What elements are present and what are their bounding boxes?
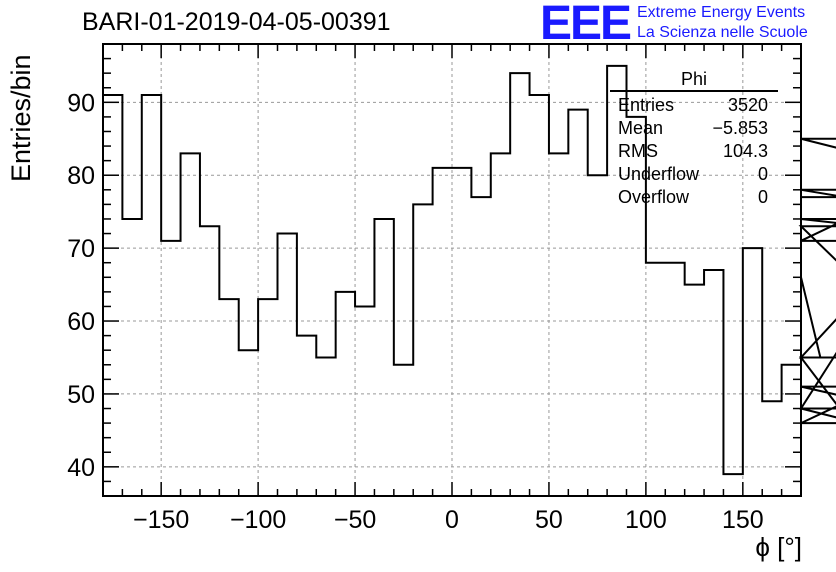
histogram-bin xyxy=(142,95,161,496)
histogram-bin xyxy=(297,336,316,496)
histogram-bin xyxy=(549,153,568,496)
histogram-bin xyxy=(394,365,413,496)
histogram-bin xyxy=(762,401,781,496)
histogram-bin xyxy=(471,197,490,496)
histogram-bin xyxy=(743,248,762,496)
y-axis-label-container: Entries/bin xyxy=(6,54,36,192)
stats-row-overflow: Overflow 0 xyxy=(610,186,778,209)
x-tick-label: −100 xyxy=(230,506,286,534)
histogram-bin xyxy=(200,226,219,496)
y-tick-label: 90 xyxy=(67,89,95,117)
stats-label: Overflow xyxy=(618,187,690,207)
histogram-bin xyxy=(316,357,335,496)
histogram-bin xyxy=(278,234,297,496)
histogram-bin xyxy=(413,204,432,496)
eee-logo: EEE xyxy=(540,0,632,50)
histogram-bin xyxy=(258,299,277,496)
histogram-bin xyxy=(646,263,665,496)
y-tick-label: 80 xyxy=(67,162,95,190)
logo-caption: Extreme Energy Events La Scienza nelle S… xyxy=(637,3,808,43)
histogram-bin xyxy=(219,299,238,496)
y-axis-label: Entries/bin xyxy=(6,54,36,182)
stats-value: 0 xyxy=(757,187,768,207)
stats-label: RMS xyxy=(618,141,658,161)
stats-value: 3520 xyxy=(727,95,768,115)
stats-row-mean: Mean −5.853 xyxy=(610,117,778,140)
histogram-bin xyxy=(723,474,742,496)
stats-row-underflow: Underflow 0 xyxy=(610,163,778,186)
stats-box: Phi Entries 3520 Mean −5.853 RMS 104.3 U… xyxy=(610,68,778,209)
histogram-bin xyxy=(239,350,258,496)
x-tick-label: −50 xyxy=(334,506,376,534)
x-tick-label: 0 xyxy=(445,506,459,534)
histogram-bin xyxy=(452,168,471,496)
x-tick-label: −150 xyxy=(133,506,189,534)
histogram-bin xyxy=(355,306,374,496)
histogram-bin xyxy=(568,110,587,496)
stats-value: 0 xyxy=(757,164,768,184)
x-tick-label: 150 xyxy=(722,506,764,534)
histogram-bin xyxy=(588,175,607,496)
stats-row-rms: RMS 104.3 xyxy=(610,140,778,163)
histogram-outline xyxy=(102,64,836,496)
chart-title: BARI-01-2019-04-05-00391 xyxy=(82,8,391,36)
histogram-bin xyxy=(782,365,801,496)
stats-label: Entries xyxy=(618,95,675,115)
histogram-bin xyxy=(181,153,200,496)
stats-label: Underflow xyxy=(618,164,700,184)
histogram-bin xyxy=(530,95,549,496)
stats-value: −5.853 xyxy=(712,118,768,138)
histogram-bin xyxy=(336,292,355,496)
logo-line-2: La Scienza nelle Scuole xyxy=(637,24,808,41)
stats-value: 104.3 xyxy=(722,141,768,161)
histogram-bin xyxy=(665,263,684,496)
histogram-bin xyxy=(433,168,452,496)
histogram-bin xyxy=(161,241,180,496)
y-tick-label: 40 xyxy=(67,454,95,482)
y-tick-label: 70 xyxy=(67,235,95,263)
histogram-bin xyxy=(704,270,723,496)
x-tick-label: 50 xyxy=(535,506,563,534)
histogram-bin xyxy=(510,73,529,496)
histogram-bin xyxy=(122,219,141,496)
y-tick-label: 60 xyxy=(67,308,95,336)
histogram-bin xyxy=(374,219,393,496)
histogram-bin xyxy=(491,153,510,496)
histogram-bin xyxy=(685,285,704,496)
x-axis-label: ϕ [°] xyxy=(755,532,802,562)
stats-row-entries: Entries 3520 xyxy=(610,94,778,117)
stats-label: Mean xyxy=(618,118,664,138)
y-tick-label: 50 xyxy=(67,381,95,409)
stats-title: Phi xyxy=(610,68,778,92)
histogram-bin xyxy=(103,95,122,496)
logo-line-1: Extreme Energy Events xyxy=(637,4,806,21)
x-tick-label: 100 xyxy=(625,506,667,534)
